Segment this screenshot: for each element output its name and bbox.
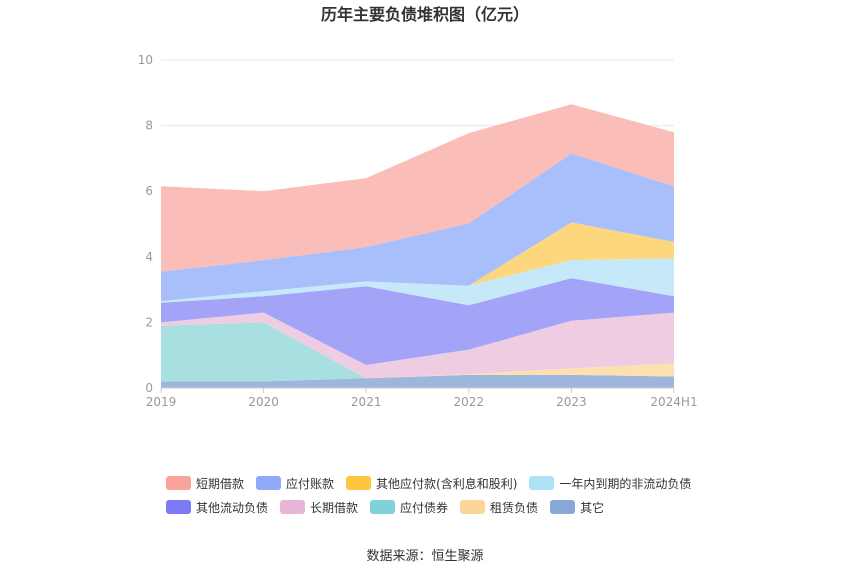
legend: 短期借款 应付账款 其他应付款(含利息和股利) 一年内到期的非流动负债 其他流动… — [166, 471, 726, 519]
area-应付债券 — [161, 322, 674, 382]
legend-swatch — [280, 500, 306, 514]
area-series — [161, 104, 674, 388]
legend-item[interactable]: 一年内到期的非流动负债 — [529, 475, 691, 492]
legend-item[interactable]: 其他流动负债 — [166, 499, 268, 516]
legend-swatch — [550, 500, 576, 514]
legend-swatch — [166, 476, 191, 490]
x-tick-label: 2023 — [556, 395, 587, 409]
area-应付账款 — [161, 153, 674, 302]
y-axis: 0 2 4 6 8 10 — [138, 53, 153, 395]
area-长期借款 — [161, 312, 674, 379]
x-tick-label: 2019 — [146, 395, 177, 409]
data-source: 数据来源：恒生聚源 — [366, 549, 484, 564]
area-一年内到期的非流动负债 — [161, 258, 674, 306]
y-tick-label: 2 — [145, 315, 153, 329]
x-tick-label: 2021 — [351, 395, 382, 409]
x-tick-label: 2020 — [248, 395, 279, 409]
x-tick-label: 2024H1 — [650, 395, 697, 409]
x-tick-label: 2022 — [454, 395, 485, 409]
area-租赁负债 — [161, 363, 674, 382]
legend-label: 应付债券 — [400, 500, 449, 515]
legend-row-2: 其他流动负债 长期借款 应付债券 租赁负债 其它 — [166, 495, 726, 519]
legend-label: 其它 — [580, 500, 605, 515]
area-短期借款 — [161, 104, 674, 272]
legend-item[interactable]: 短期借款 — [166, 475, 244, 492]
legend-label: 一年内到期的非流动负债 — [559, 476, 692, 491]
legend-item[interactable]: 租赁负债 — [460, 499, 538, 516]
legend-label: 应付账款 — [286, 476, 335, 491]
legend-label: 短期借款 — [196, 476, 245, 491]
y-tick-label: 4 — [145, 250, 153, 264]
legend-swatch — [529, 476, 555, 490]
y-tick-label: 8 — [145, 119, 153, 133]
legend-item[interactable]: 长期借款 — [280, 499, 358, 516]
legend-item[interactable]: 应付账款 — [256, 475, 334, 492]
legend-swatch — [256, 476, 282, 490]
x-axis: 2019 2020 2021 2022 2023 2024H1 — [146, 387, 698, 409]
legend-swatch — [346, 476, 372, 490]
area-其他流动负债 — [161, 278, 674, 365]
legend-label: 长期借款 — [310, 500, 359, 515]
legend-row-1: 短期借款 应付账款 其他应付款(含利息和股利) 一年内到期的非流动负债 — [166, 471, 726, 495]
chart-title: 历年主要负债堆积图（亿元） — [321, 5, 529, 24]
y-tick-label: 10 — [138, 53, 153, 67]
y-tick-label: 6 — [145, 184, 153, 198]
legend-item[interactable]: 其他应付款(含利息和股利) — [346, 475, 517, 492]
legend-swatch — [166, 500, 191, 514]
legend-swatch — [370, 500, 396, 514]
legend-label: 其他应付款(含利息和股利) — [376, 476, 518, 491]
area-其它 — [161, 374, 674, 388]
area-其他应付款(含利息和股利) — [161, 222, 674, 302]
legend-label: 租赁负债 — [490, 500, 539, 515]
legend-label: 其他流动负债 — [196, 500, 269, 515]
y-tick-label: 0 — [145, 381, 153, 395]
legend-item[interactable]: 其它 — [550, 499, 604, 516]
legend-swatch — [460, 500, 486, 514]
legend-item[interactable]: 应付债券 — [370, 499, 448, 516]
